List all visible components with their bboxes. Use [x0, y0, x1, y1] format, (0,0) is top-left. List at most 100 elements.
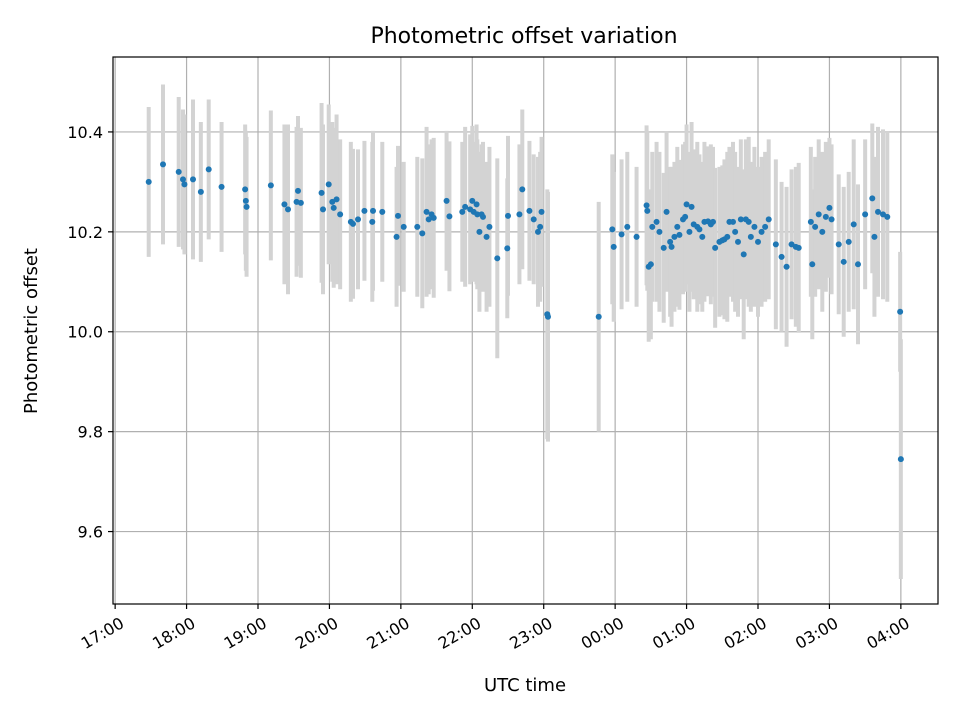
data-point [145, 178, 152, 185]
data-point [486, 223, 493, 230]
data-point [783, 263, 790, 270]
y-tick-label: 10.2 [67, 223, 103, 242]
data-point [330, 204, 337, 211]
data-point [745, 218, 752, 225]
data-point [243, 203, 250, 210]
y-tick-label: 10.0 [67, 323, 103, 342]
data-point [609, 226, 616, 233]
data-point [822, 213, 829, 220]
data-point [516, 211, 523, 218]
data-point [595, 313, 602, 320]
data-point [649, 223, 656, 230]
x-tick-label: 20:00 [292, 613, 341, 653]
data-point [671, 233, 678, 240]
x-tick-label: 04:00 [863, 613, 912, 653]
data-point [459, 208, 466, 215]
data-point [443, 197, 450, 204]
x-tick-label: 18:00 [149, 613, 198, 653]
data-point [333, 196, 340, 203]
data-point [643, 202, 650, 209]
data-point [350, 220, 356, 227]
data-point [807, 218, 814, 225]
data-point [160, 161, 166, 168]
data-point [653, 218, 660, 225]
x-tick-label: 01:00 [649, 613, 698, 653]
data-point [190, 176, 196, 183]
data-point [809, 261, 816, 268]
data-point [633, 233, 640, 240]
x-tick-label: 03:00 [792, 613, 841, 653]
data-point [840, 258, 847, 265]
data-point [724, 233, 731, 240]
data-point [504, 245, 511, 252]
data-point [355, 216, 361, 223]
data-point [845, 238, 852, 245]
data-point [369, 218, 376, 225]
data-point [530, 216, 537, 223]
data-point [732, 228, 739, 235]
data-point [624, 223, 631, 230]
data-point [414, 223, 421, 230]
data-point [696, 226, 703, 233]
data-point [663, 208, 670, 215]
data-point [699, 233, 706, 240]
data-point [772, 241, 779, 248]
data-point [855, 261, 861, 268]
data-point [610, 243, 617, 250]
data-point [480, 213, 486, 220]
data-point [735, 238, 741, 245]
data-point [688, 203, 695, 210]
data-point [668, 243, 675, 250]
data-point [812, 223, 819, 230]
data-point [758, 228, 765, 235]
data-point [778, 253, 785, 260]
data-point [395, 212, 401, 219]
data-point [545, 313, 551, 320]
data-point [295, 187, 301, 194]
y-tick-label: 9.8 [78, 423, 103, 442]
data-point [660, 244, 667, 251]
data-point [483, 233, 490, 240]
data-point [538, 208, 545, 215]
data-point [850, 221, 857, 228]
y-tick-label: 9.6 [78, 523, 103, 542]
data-point [446, 213, 453, 220]
data-point [762, 223, 769, 230]
data-point [473, 201, 480, 208]
data-point [835, 241, 842, 248]
data-point [393, 233, 400, 240]
data-point [320, 206, 326, 213]
data-point [337, 211, 344, 218]
data-point [712, 244, 719, 251]
data-point [469, 197, 476, 204]
data-point [862, 211, 869, 218]
data-point [710, 218, 716, 225]
data-point [242, 197, 249, 204]
data-point [897, 456, 904, 463]
data-point [325, 181, 332, 188]
data-point [740, 251, 747, 258]
plot-frame [112, 56, 939, 605]
data-point [419, 230, 426, 237]
data-point [526, 207, 533, 214]
data-point [819, 228, 826, 235]
data-point [897, 308, 904, 315]
data-point [267, 182, 274, 189]
data-point [281, 201, 288, 208]
data-point [618, 231, 625, 238]
data-point [795, 244, 802, 251]
data-point [667, 238, 674, 245]
x-tick-label: 22:00 [435, 613, 484, 653]
data-point [826, 204, 833, 211]
data-point [370, 207, 376, 214]
y-axis-label: Photometric offset [21, 248, 42, 414]
data-point [205, 166, 212, 173]
data-point [647, 261, 654, 268]
data-point [751, 223, 758, 230]
data-point [747, 233, 754, 240]
data-point [285, 206, 291, 213]
chart-title: Photometric offset variation [370, 24, 677, 49]
data-point [755, 238, 761, 245]
data-point [180, 176, 186, 183]
data-point [884, 213, 891, 220]
